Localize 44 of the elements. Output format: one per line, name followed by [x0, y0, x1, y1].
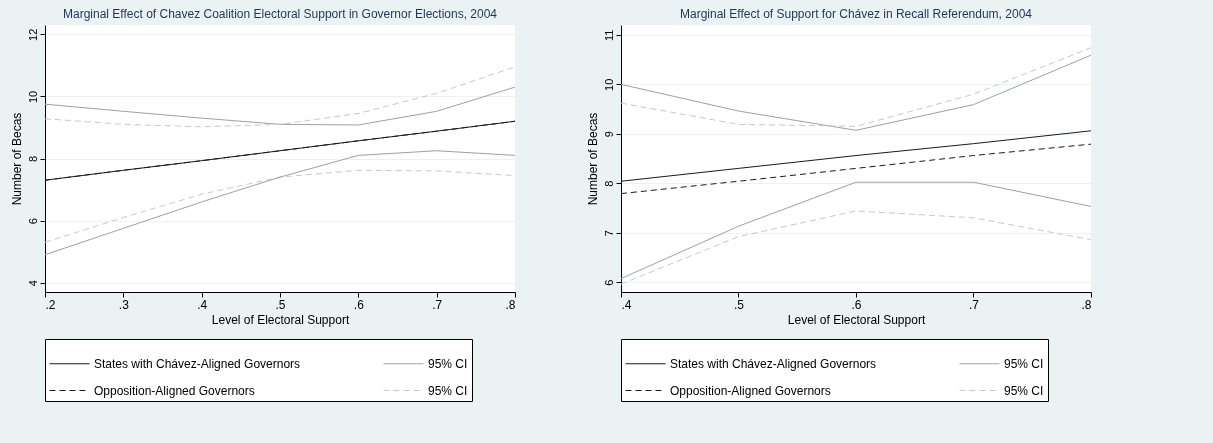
- x-tick-label: .8: [505, 297, 516, 312]
- y-axis-title: Number of Becas: [585, 112, 600, 206]
- y-tick-label: 12: [26, 28, 39, 41]
- legend-label: States with Chávez-Aligned Governors: [94, 356, 301, 371]
- x-tick-label: .6: [353, 297, 365, 312]
- line-series: [45, 86, 515, 126]
- y-tick-label: 8: [602, 180, 615, 187]
- y-tick-label: 8: [26, 155, 39, 163]
- y-tick-label: 6: [602, 279, 615, 286]
- y-tick-label: 10: [602, 78, 615, 91]
- line-series: [45, 66, 515, 128]
- y-tick-label: 6: [26, 218, 39, 225]
- x-tick-label: .2: [45, 297, 56, 312]
- x-tick-label: .4: [621, 297, 632, 312]
- line-series: [621, 210, 1091, 285]
- x-tick-label: .4: [197, 297, 208, 312]
- x-tick-label: .5: [733, 297, 745, 312]
- x-tick-label: .8: [1081, 297, 1092, 312]
- line-series: [621, 181, 1091, 280]
- x-tick-label: .6: [851, 297, 862, 312]
- legend-label: Opposition-Aligned Governors: [670, 383, 831, 398]
- y-tick-label: 9: [602, 131, 615, 138]
- line-series: [621, 143, 1091, 195]
- legend-label: 95% CI: [1004, 383, 1044, 398]
- legend-label: Opposition-Aligned Governors: [94, 383, 255, 398]
- legend-label: 95% CI: [428, 356, 468, 371]
- line-series: [621, 130, 1091, 182]
- legend-label: 95% CI: [428, 383, 468, 398]
- x-axis-title: Level of Electoral Support: [211, 312, 350, 327]
- chart-title: Marginal Effect of Chavez Coalition Electoral Support in Governor Elections, 2004: [62, 7, 498, 21]
- line-series: [45, 150, 515, 256]
- x-tick-label: .3: [118, 297, 130, 312]
- x-tick-label: .5: [275, 297, 286, 312]
- y-tick-label: 11: [602, 29, 615, 42]
- x-axis-title: Level of Electoral Support: [787, 312, 926, 327]
- legend-label: 95% CI: [1004, 356, 1044, 371]
- x-tick-label: .7: [432, 297, 443, 312]
- y-tick-label: 7: [602, 230, 615, 237]
- y-tick-label: 10: [26, 90, 39, 104]
- y-tick-label: 4: [26, 280, 39, 287]
- x-tick-label: .7: [968, 297, 980, 312]
- y-axis-title: Number of Becas: [9, 112, 24, 206]
- legend-label: States with Chávez-Aligned Governors: [670, 356, 877, 371]
- chart-title: Marginal Effect of Support for Chávez in Recall Referendum, 2004: [680, 7, 1033, 21]
